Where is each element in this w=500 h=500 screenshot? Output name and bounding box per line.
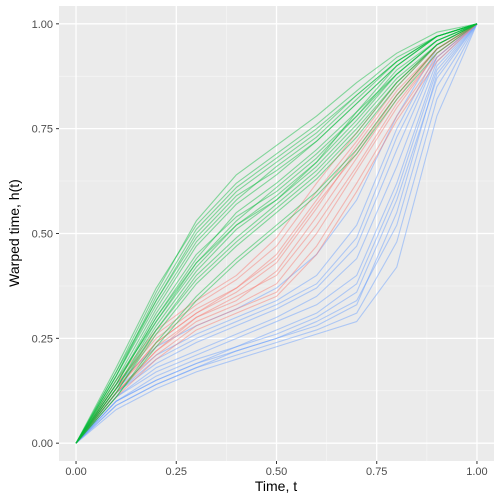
series-line-17 <box>75 23 478 444</box>
series-line-35 <box>75 23 478 444</box>
x-tick-label: 0.00 <box>65 466 86 478</box>
series-line-13 <box>75 23 478 444</box>
series-line-38 <box>75 23 478 444</box>
series-line-3 <box>75 23 478 444</box>
series-line-7 <box>75 23 478 444</box>
x-tick-label: 0.50 <box>266 466 287 478</box>
series-line-27 <box>75 23 478 444</box>
x-tick-label: 0.25 <box>166 466 187 478</box>
series-line-9 <box>75 23 478 444</box>
series-line-18 <box>75 23 478 444</box>
y-tick-label: 1.00 <box>32 19 53 31</box>
series-line-22 <box>75 23 478 444</box>
series-line-31 <box>75 23 478 444</box>
series-lines <box>75 23 478 444</box>
series-line-2 <box>75 23 478 444</box>
x-axis: 0.00 0.25 0.50 0.75 1.00 <box>65 461 488 478</box>
series-line-23 <box>75 23 478 444</box>
series-line-34 <box>75 23 478 444</box>
x-tick-label: 0.75 <box>366 466 387 478</box>
y-tick-label: 0.75 <box>32 124 53 136</box>
y-axis: 0.00 0.25 0.50 0.75 1.00 <box>32 19 59 450</box>
series-line-37 <box>75 23 478 444</box>
series-line-33 <box>75 23 478 444</box>
y-axis-title: Warped time, h(t) <box>6 179 22 287</box>
series-line-21 <box>75 23 478 444</box>
series-line-24 <box>75 23 478 444</box>
series-line-26 <box>75 23 478 444</box>
series-line-14 <box>75 23 478 444</box>
series-line-19 <box>75 23 478 444</box>
major-gridlines <box>59 6 494 461</box>
series-line-5 <box>75 23 478 444</box>
series-line-28 <box>75 23 478 444</box>
series-line-20 <box>75 23 478 444</box>
series-line-4 <box>75 23 478 444</box>
series-line-1 <box>75 23 478 444</box>
series-line-39 <box>75 23 478 444</box>
series-line-11 <box>75 23 478 444</box>
series-line-12 <box>75 23 478 444</box>
series-line-6 <box>75 23 478 444</box>
series-line-32 <box>75 23 478 444</box>
y-tick-label: 0.50 <box>32 229 53 241</box>
y-tick-label: 0.00 <box>32 438 53 450</box>
y-tick-label: 0.25 <box>32 333 53 345</box>
series-line-10 <box>75 23 478 444</box>
series-line-16 <box>75 23 478 444</box>
series-line-8 <box>75 23 478 444</box>
series-line-30 <box>75 23 478 444</box>
series-line-29 <box>75 23 478 444</box>
x-tick-label: 1.00 <box>466 466 487 478</box>
x-axis-title: Time, t <box>255 478 297 494</box>
series-line-25 <box>75 23 478 444</box>
series-line-15 <box>75 23 478 444</box>
series-line-36 <box>75 23 478 444</box>
series-line-40 <box>75 23 478 444</box>
